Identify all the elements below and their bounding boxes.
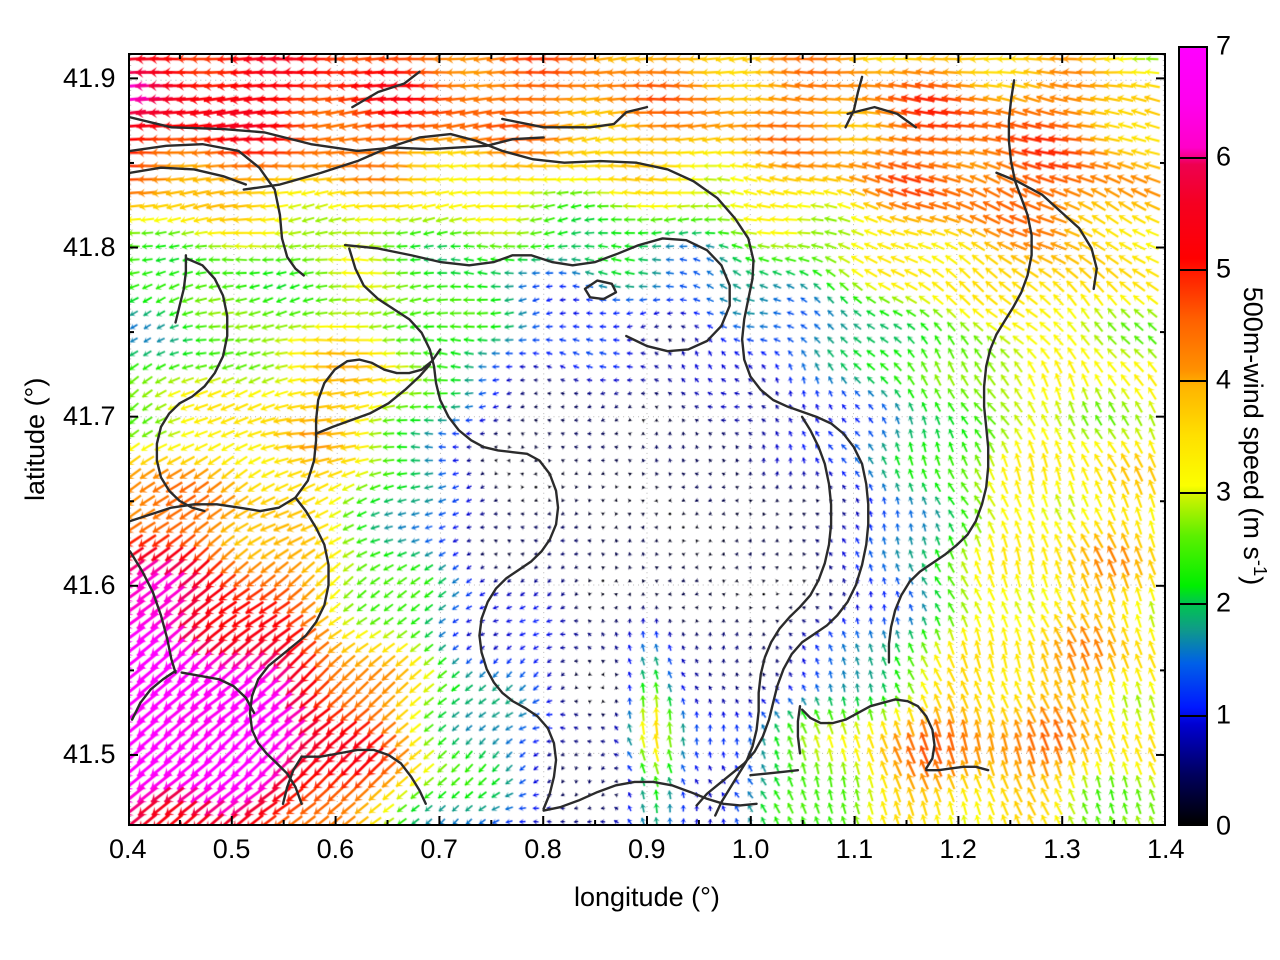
colorbar-tick-label: 2 (1216, 587, 1232, 618)
colorbar-tick-label: 6 (1216, 141, 1232, 172)
colorbar-ticks: 0 1 2 3 4 5 6 7 (1178, 31, 1231, 841)
colorbar-title-suffix: ) (1238, 576, 1268, 586)
x-tick-label: 1.1 (835, 834, 874, 864)
colorbar-tick-label: 0 (1216, 810, 1232, 841)
y-tick-label: 41.5 (63, 739, 116, 770)
y-tick-label: 41.8 (63, 232, 116, 263)
x-tick-label: 0.6 (316, 834, 355, 864)
colorbar-tick (1178, 380, 1208, 383)
colorbar-tick (1178, 714, 1208, 717)
colorbar-title: 500m-wind speed (m s-1) (1238, 46, 1275, 826)
colorbar-title-exponent: -1 (1250, 559, 1271, 577)
x-tick-label: 1.4 (1147, 834, 1185, 864)
x-axis-title: longitude (°) (574, 882, 720, 912)
colorbar-tick (1178, 268, 1208, 271)
y-tick-label: 41.7 (63, 401, 116, 432)
colorbar-tick (1178, 603, 1208, 606)
colorbar-tick-label: 1 (1216, 699, 1232, 730)
colorbar-tick-label: 3 (1216, 476, 1232, 507)
y-tick-label: 41.6 (63, 570, 116, 601)
x-tick-label: 0.8 (524, 834, 562, 864)
x-tick-label: 1.3 (1043, 834, 1081, 864)
x-tick-label: 0.7 (420, 834, 458, 864)
x-tick-label: 0.5 (212, 834, 251, 864)
colorbar-tick-label: 4 (1216, 364, 1232, 395)
colorbar: 0 1 2 3 4 5 6 7 (1178, 31, 1231, 841)
colorbar-title-prefix: 500m-wind speed (m s (1238, 286, 1268, 560)
wind-vector-field (130, 55, 1164, 824)
x-tick-label: 0.4 (109, 834, 147, 864)
y-axis-title: latitude (°) (20, 377, 50, 501)
colorbar-tick-label: 5 (1216, 253, 1232, 284)
colorbar-tick (1178, 491, 1208, 494)
x-tick-label: 0.9 (628, 834, 666, 864)
x-tick-label: 1.2 (939, 834, 977, 864)
colorbar-tick-label: 7 (1216, 30, 1232, 61)
colorbar-tick (1178, 157, 1208, 160)
colorbar-gradient (1178, 46, 1208, 826)
x-tick-label: 1.0 (731, 834, 770, 864)
plot-area (128, 53, 1166, 826)
y-tick-label: 41.9 (63, 62, 116, 93)
